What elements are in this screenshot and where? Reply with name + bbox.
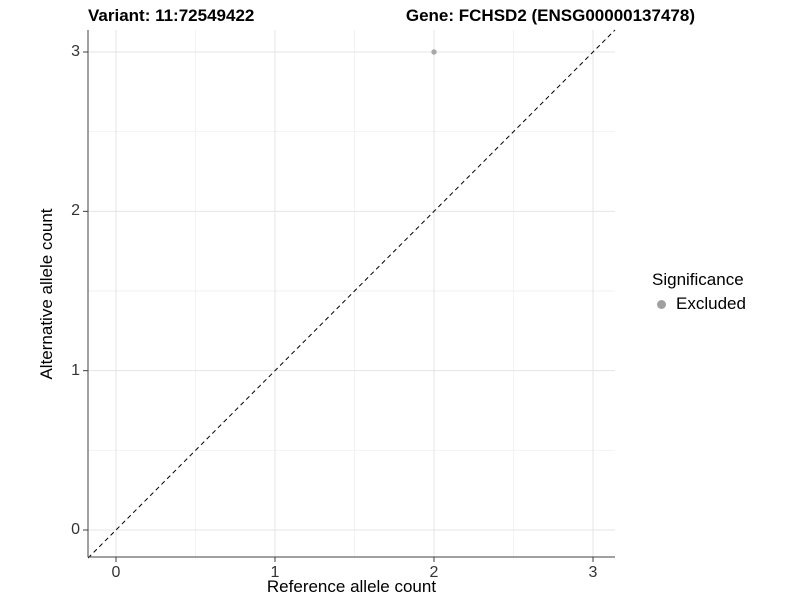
legend-point-icon [657,299,666,309]
identity-reference-line [87,29,616,559]
legend-item-excluded: Excluded [652,294,797,314]
x-tick-label-0: 0 [111,564,121,581]
y-tick-label-3: 3 [71,43,80,60]
y-tick-label-0: 0 [71,521,80,538]
x-tick-label-2: 2 [429,564,439,581]
data-point [431,49,437,55]
legend-title: Significance [652,270,744,289]
legend: Significance Excluded [652,270,797,314]
x-tick-label-1: 1 [270,564,280,581]
x-tick-label-3: 3 [588,564,598,581]
variant-title: Variant: 11:72549422 [88,6,255,25]
y-tick-label-2: 2 [71,202,80,220]
y-tick-label-1: 1 [71,361,80,379]
y-axis-title: Alternative allele count [37,208,56,380]
x-axis-title: Reference allele count [266,577,437,596]
legend-item-label: Excluded [676,294,746,313]
plot-title-row: Variant: 11:72549422 Gene: FCHSD2 (ENSG0… [88,6,695,26]
gene-title: Gene: FCHSD2 (ENSG00000137478) [405,6,695,25]
